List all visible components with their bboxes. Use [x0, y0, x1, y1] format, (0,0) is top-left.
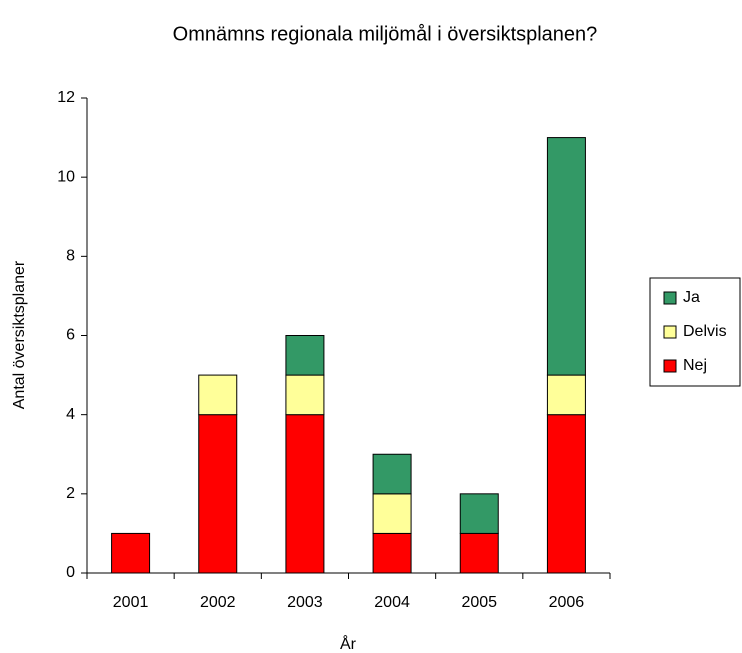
legend-swatch: [663, 359, 677, 373]
x-axis-label: År: [340, 634, 357, 653]
x-tick-label: 2006: [549, 594, 585, 611]
bar-segment: [372, 493, 412, 534]
legend-swatch: [663, 291, 677, 305]
y-tick-label: 12: [57, 89, 75, 106]
y-tick-label: 6: [66, 327, 75, 344]
y-tick-label: 0: [66, 564, 75, 581]
x-tick-label: 2002: [200, 594, 236, 611]
bar-segment: [372, 532, 412, 574]
bar-segment: [111, 532, 151, 574]
bar-segment: [546, 414, 586, 574]
legend-label: Ja: [683, 289, 700, 306]
bar-segment: [459, 493, 499, 534]
x-tick-label: 2005: [461, 594, 497, 611]
bar-segment: [546, 374, 586, 416]
y-tick-label: 4: [66, 406, 75, 423]
bar-segment: [285, 335, 325, 376]
bar-segment: [285, 374, 325, 416]
bar-segment: [372, 453, 412, 495]
bar-segment: [459, 532, 499, 574]
y-tick-label: 8: [66, 248, 75, 265]
bar-segment: [198, 414, 238, 574]
legend-label: Nej: [683, 357, 707, 374]
x-tick-label: 2001: [113, 594, 149, 611]
legend-swatch: [663, 325, 677, 339]
bar-segment: [198, 374, 238, 416]
legend-label: Delvis: [683, 323, 727, 340]
chart-title: Omnämns regionala miljömål i översiktspl…: [173, 23, 598, 45]
bar-segment: [285, 414, 325, 574]
y-axis-label: Antal översiktsplaner: [11, 260, 28, 409]
y-tick-label: 2: [66, 485, 75, 502]
x-tick-label: 2003: [287, 594, 323, 611]
y-tick-label: 10: [57, 168, 75, 185]
bar-segment: [546, 137, 586, 376]
x-tick-label: 2004: [374, 594, 410, 611]
